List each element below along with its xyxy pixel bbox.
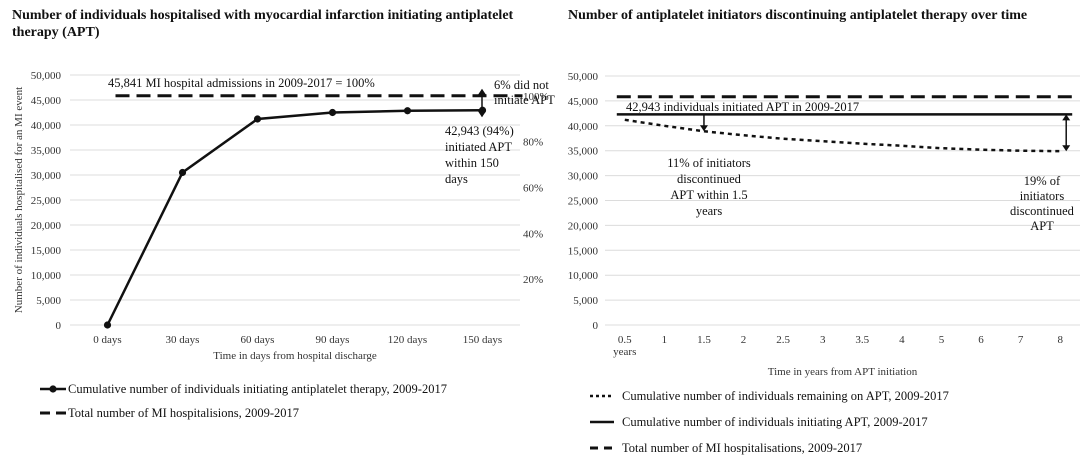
legends: Cumulative number of individuals initiat… — [40, 382, 949, 455]
y-tick-label: 15,000 — [31, 245, 62, 257]
legend-swatch-marker — [49, 385, 57, 393]
legend-label: Total number of MI hospitalisions, 2009-… — [68, 406, 299, 420]
annotation-initiated: initiated APT — [445, 140, 512, 154]
annotation-discontinued-8: initiators — [1020, 189, 1065, 203]
arrowhead-up — [1062, 114, 1071, 121]
annotation-discontinued-8: discontinued — [1010, 204, 1075, 218]
y-tick-label: 25,000 — [568, 196, 599, 208]
data-point — [103, 321, 112, 329]
y-tick-label: 0 — [593, 320, 599, 332]
left-chart: 0 5,000 10,000 15,000 20,000 25,000 30,000 35,0… — [13, 70, 555, 362]
x-tick-label: 0 days — [93, 334, 121, 346]
x-tick-label: 120 days — [388, 334, 427, 346]
x-tick-label: 7 — [1018, 334, 1024, 346]
x-tick-label: 150 days — [463, 334, 502, 346]
legend-label: Cumulative number of individuals remaini… — [622, 389, 949, 403]
annotation-not-initiate: 6% did not — [494, 78, 549, 92]
y-tick-label: 15,000 — [568, 245, 599, 257]
y-tick-label: 5,000 — [573, 295, 598, 307]
y-tick-label: 20,000 — [31, 220, 62, 232]
y-tick-label: 30,000 — [568, 171, 599, 183]
annotation-discontinued-8: APT — [1030, 219, 1054, 233]
secondary-y-tick-label: 100% — [523, 91, 549, 103]
annotation-discontinued-1-5: years — [696, 204, 723, 218]
x-tick-label: 8 — [1057, 334, 1063, 346]
annotation-initiated: within 150 — [445, 156, 499, 170]
annotation-discontinued-1-5: APT within 1.5 — [670, 188, 747, 202]
annotation-initiated: days — [445, 172, 468, 186]
annotation-discontinued-1-5: discontinued — [677, 172, 742, 186]
x-tick-label: 1 — [662, 334, 668, 346]
y-tick-label: 45,000 — [568, 96, 599, 108]
right-chart: 0 5,000 10,000 15,000 20,000 25,000 30,000 35,0… — [568, 71, 1080, 378]
y-tick-label: 5,000 — [36, 295, 61, 307]
remaining-apt-line — [624, 118, 1061, 153]
y-tick-label: 30,000 — [31, 170, 62, 182]
y-tick-label: 35,000 — [31, 145, 62, 157]
data-point — [178, 168, 187, 177]
annotation-initiated: 42,943 individuals initiated APT in 2009… — [626, 100, 859, 114]
y-axis-label: Number of individuals hospitalised for a… — [13, 87, 25, 313]
secondary-y-tick-label: 20% — [523, 274, 543, 286]
right-chart-title: Number of antiplatelet initiators discon… — [568, 8, 1028, 23]
y-tick-label: 0 — [56, 320, 62, 332]
secondary-y-tick-label: 80% — [523, 137, 543, 149]
x-tick-label: 3.5 — [855, 334, 869, 346]
y-tick-label: 10,000 — [31, 270, 62, 282]
legend-label: Total number of MI hospitalisations, 200… — [622, 441, 862, 455]
arrowhead-down — [699, 125, 708, 132]
x-axis-label: Time in days from hospital discharge — [213, 350, 377, 362]
y-tick-label: 10,000 — [568, 270, 599, 282]
arrowhead-down — [478, 111, 486, 118]
y-tick-label: 40,000 — [31, 120, 62, 132]
secondary-y-tick-label: 60% — [523, 182, 543, 194]
x-axis-label: Time in years from APT initiation — [768, 366, 918, 378]
y-tick-label: 50,000 — [31, 70, 62, 82]
x-tick-label: 60 days — [241, 334, 275, 346]
y-tick-label: 25,000 — [31, 195, 62, 207]
y-tick-label: 45,000 — [31, 95, 62, 107]
x-tick-label: years — [613, 346, 636, 358]
data-point — [403, 107, 412, 115]
left-chart-title: Number of individuals hospitalised with … — [12, 8, 514, 40]
arrowhead-up — [478, 88, 486, 95]
initiating-apt-line — [106, 109, 483, 326]
x-tick-label: 4 — [899, 334, 905, 346]
x-tick-label: 2.5 — [776, 334, 790, 346]
annotation-not-initiate: initiate APT — [494, 93, 555, 107]
annotation-initiated: 42,943 (94%) — [445, 124, 514, 138]
annotation-total: 45,841 MI hospital admissions in 2009-20… — [108, 76, 375, 90]
arrowhead-down — [1062, 145, 1071, 152]
legend-label: Cumulative number of individuals initiat… — [622, 415, 928, 429]
annotation-discontinued-1-5: 11% of initiators — [667, 156, 751, 170]
x-tick-label: 90 days — [316, 334, 350, 346]
x-tick-label: 3 — [820, 334, 826, 346]
annotation-discontinued-8: 19% of — [1024, 174, 1061, 188]
y-tick-label: 40,000 — [568, 121, 599, 133]
x-tick-label: 0.5 — [618, 334, 632, 346]
x-tick-label: 2 — [741, 334, 747, 346]
x-tick-label: 5 — [939, 334, 945, 346]
y-tick-label: 35,000 — [568, 146, 599, 158]
data-point — [328, 108, 337, 117]
legend-label: Cumulative number of individuals initiat… — [68, 382, 447, 396]
y-tick-label: 20,000 — [568, 220, 599, 232]
x-tick-label: 30 days — [166, 334, 200, 346]
x-tick-label: 6 — [978, 334, 984, 346]
x-tick-label: 1.5 — [697, 334, 711, 346]
data-point — [253, 115, 262, 123]
y-tick-label: 50,000 — [568, 71, 599, 83]
secondary-y-tick-label: 40% — [523, 228, 543, 240]
